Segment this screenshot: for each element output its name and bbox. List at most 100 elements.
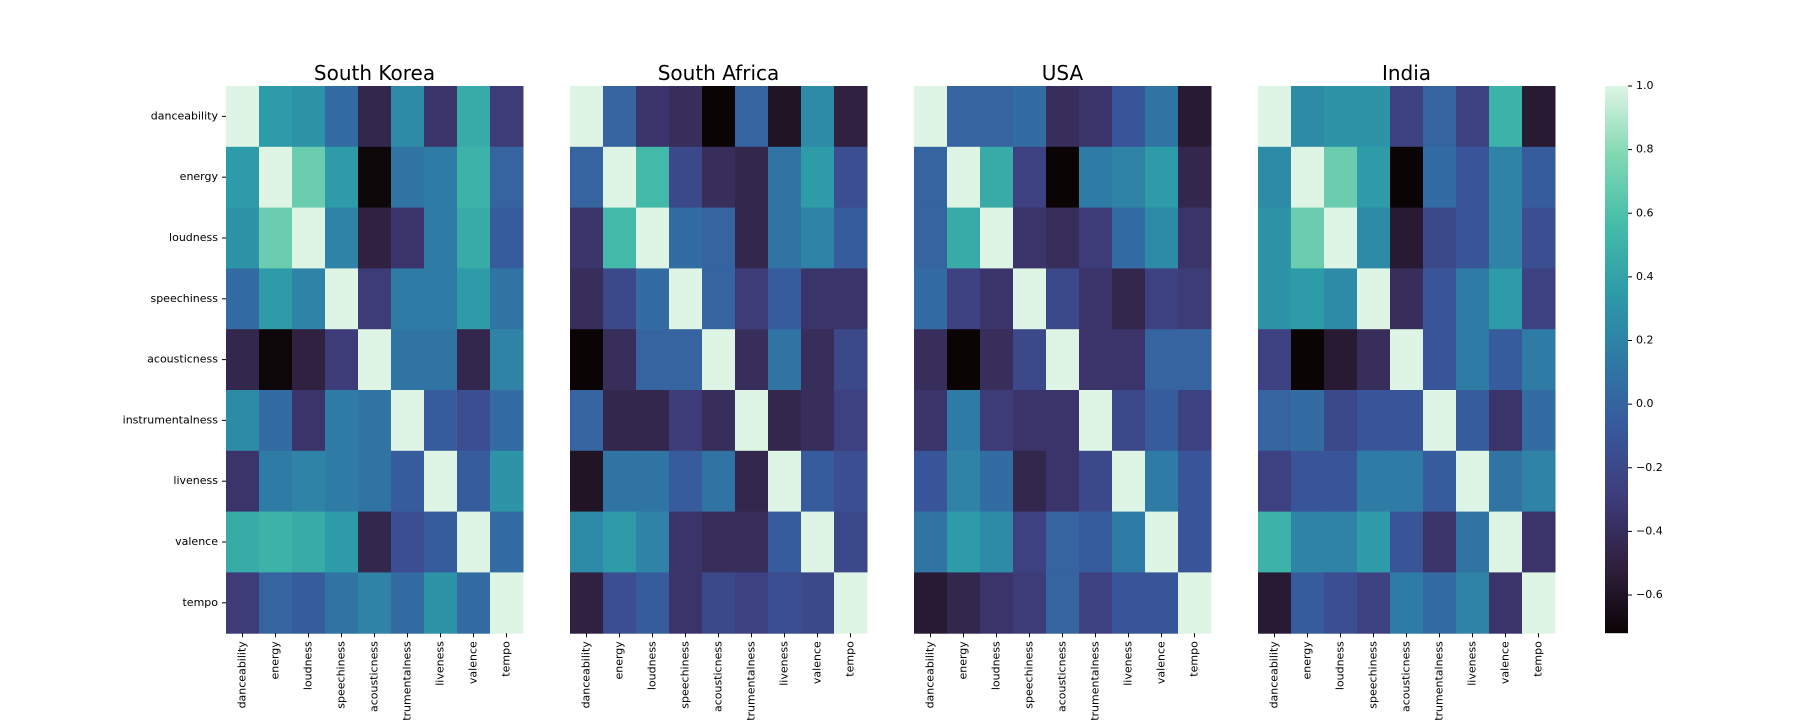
heatmap-cell <box>1046 390 1080 452</box>
heatmap-cell <box>1423 86 1457 148</box>
heatmap-cell <box>1046 450 1080 513</box>
heatmap-cell <box>1079 329 1113 391</box>
heatmap-cell <box>457 146 491 209</box>
heatmap-cell <box>570 511 604 573</box>
heatmap-cell <box>669 450 703 513</box>
heatmap-panel-2: USA danceability energy loudness speechiness… <box>914 61 1212 724</box>
heatmap-cell <box>1456 268 1490 330</box>
heatmap-cell <box>1522 511 1556 573</box>
heatmap-cell <box>1357 268 1391 330</box>
heatmap-cell <box>424 86 458 148</box>
heatmap-cell <box>1357 572 1391 634</box>
heatmap-cell <box>226 86 260 148</box>
heatmap-cell <box>1145 146 1179 209</box>
heatmap-cell <box>424 207 458 269</box>
heatmap-cell <box>358 146 392 209</box>
heatmap-cell <box>570 207 604 269</box>
heatmap-cell <box>424 572 458 634</box>
x-tick-label: instrumentalness <box>1089 641 1102 720</box>
heatmap-cell <box>490 268 524 330</box>
heatmap-panel-3: India danceability energy loudness speechine… <box>1258 61 1556 724</box>
heatmap-cell <box>1145 268 1179 330</box>
heatmap-cell <box>1291 146 1325 209</box>
heatmap-cell <box>636 572 670 634</box>
heatmap-cell <box>391 572 425 634</box>
y-tick-label: energy <box>180 170 219 183</box>
heatmap-cell <box>1390 450 1424 513</box>
heatmap-cell <box>1178 511 1212 573</box>
heatmap-cell <box>947 390 981 452</box>
heatmap-cell <box>947 268 981 330</box>
heatmap-cell <box>1178 207 1212 269</box>
x-tick-label: acousticness <box>1400 641 1413 712</box>
heatmap-cell <box>603 268 637 330</box>
heatmap-cell <box>1423 390 1457 452</box>
heatmap-cell <box>801 207 835 269</box>
heatmap-cell <box>1456 207 1490 269</box>
heatmap-cell <box>1456 572 1490 634</box>
heatmap-cell <box>391 329 425 391</box>
heatmap-cell <box>1423 207 1457 269</box>
heatmap-cell <box>834 390 868 452</box>
x-tick-label: liveness <box>778 641 791 686</box>
heatmap-cell <box>424 268 458 330</box>
heatmap-cell <box>1324 390 1358 452</box>
heatmap-cell <box>1291 268 1325 330</box>
heatmap-cell <box>669 86 703 148</box>
x-tick-label: acousticness <box>1056 641 1069 712</box>
heatmap-cell <box>424 511 458 573</box>
panel-title: India <box>1382 61 1431 85</box>
heatmap-cell <box>325 390 359 452</box>
heatmap-cell <box>1291 86 1325 148</box>
heatmap-cell <box>292 390 326 452</box>
heatmap-cell <box>358 450 392 513</box>
heatmap-cell <box>1178 390 1212 452</box>
heatmap-cell <box>292 450 326 513</box>
x-tick-label: tempo <box>1532 641 1545 677</box>
heatmap-cell <box>1112 268 1146 330</box>
heatmap-cell <box>1013 511 1047 573</box>
heatmap-cell <box>1258 572 1292 634</box>
heatmap-cell <box>669 207 703 269</box>
x-tick-label: energy <box>613 641 626 680</box>
heatmap-cell <box>292 572 326 634</box>
heatmap-cell <box>669 329 703 391</box>
heatmap-cell <box>914 207 948 269</box>
heatmap-cell <box>1046 268 1080 330</box>
heatmap-cell <box>1291 572 1325 634</box>
heatmap-cell <box>1456 86 1490 148</box>
heatmap-cell <box>457 572 491 634</box>
heatmap-cell <box>1456 329 1490 391</box>
heatmap-cell <box>914 268 948 330</box>
heatmap-cell <box>669 511 703 573</box>
heatmap-cell <box>391 146 425 209</box>
heatmap-cell <box>358 572 392 634</box>
x-tick-label: danceability <box>924 641 937 709</box>
heatmap-cell <box>1079 511 1113 573</box>
heatmap-cell <box>768 572 802 634</box>
heatmap-cell <box>325 329 359 391</box>
y-tick-label: instrumentalness <box>123 413 219 426</box>
heatmap-cell <box>1291 390 1325 452</box>
x-tick-label: speechiness <box>1023 641 1036 709</box>
heatmap-cell <box>914 329 948 391</box>
heatmap-cell <box>980 329 1014 391</box>
x-tick-label: tempo <box>500 641 513 677</box>
heatmap-cell <box>325 450 359 513</box>
heatmap-cell <box>1046 86 1080 148</box>
panel-title: South Korea <box>314 61 435 85</box>
heatmap-cell <box>325 268 359 330</box>
heatmap-cell <box>603 511 637 573</box>
x-tick-label: energy <box>957 641 970 680</box>
heatmap-cell <box>226 511 260 573</box>
heatmap-cell <box>636 329 670 391</box>
heatmap-cell <box>768 146 802 209</box>
heatmap-cell <box>391 390 425 452</box>
heatmap-cell <box>1145 572 1179 634</box>
heatmap-cell <box>1423 572 1457 634</box>
heatmap-cell <box>457 329 491 391</box>
colorbar-tick-label: −0.2 <box>1636 461 1663 474</box>
heatmap-cell <box>603 450 637 513</box>
